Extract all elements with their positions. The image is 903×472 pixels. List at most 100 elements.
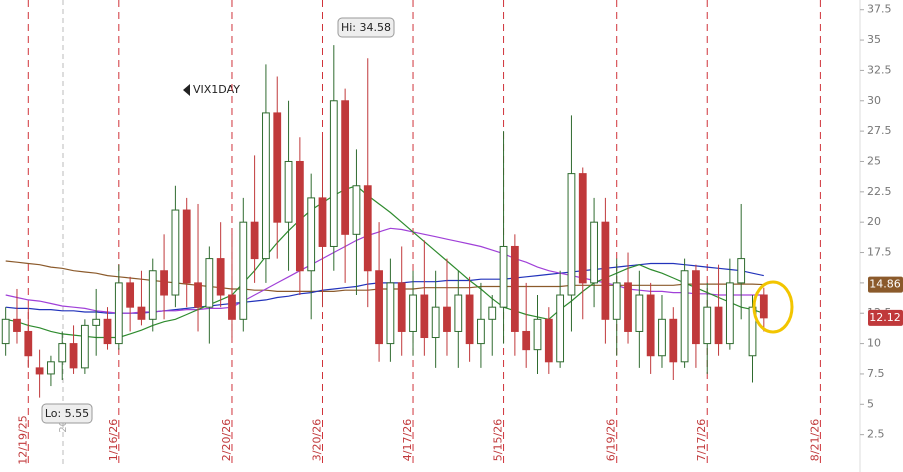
price-tag (868, 309, 903, 326)
candle-body (35, 367, 44, 375)
moving-average-line (5, 185, 764, 339)
candle-body (488, 306, 497, 320)
candle-body (601, 221, 610, 320)
candle-body (58, 343, 67, 363)
x-tick-label: 3/20/26 (311, 419, 324, 461)
y-tick-label: 20 (867, 215, 881, 228)
y-tick-label: 37.5 (867, 3, 892, 16)
price-tag (868, 276, 903, 293)
candle-body (386, 282, 395, 345)
symbol-label: VIX1DAY (193, 83, 240, 96)
candle-body (228, 294, 236, 320)
candle-body (24, 330, 33, 357)
highlight-circle (752, 280, 794, 334)
x-tick-label: 2/20/26 (220, 419, 233, 461)
x-tick-label: 5/15/26 (492, 419, 505, 461)
candle-body (624, 282, 632, 332)
candle-body (182, 209, 191, 284)
candle-body (341, 100, 350, 235)
candle-body (13, 318, 21, 332)
candle-body (510, 245, 519, 332)
candle-body (703, 306, 712, 345)
candle-body (80, 324, 89, 369)
candle-body (194, 282, 202, 308)
candle-body (420, 294, 429, 339)
price-tag-label: 12.12 (869, 311, 901, 324)
candle-body (363, 185, 372, 272)
candle-body (92, 318, 101, 326)
x-tick-label: 6/19/26 (605, 419, 618, 461)
candle-body (714, 306, 723, 345)
x-tick-label: 8/21/26 (808, 419, 821, 461)
y-tick-label: 22.5 (867, 185, 892, 198)
y-tick-label: 35 (867, 33, 881, 46)
price-tag-label: 14.86 (869, 278, 901, 291)
candle-body (477, 318, 485, 345)
candle-body (307, 197, 316, 272)
candle-body (680, 270, 689, 363)
candle-body (352, 185, 361, 235)
candle-body (250, 221, 259, 260)
candle-body (69, 343, 78, 369)
y-tick-label: 27.5 (867, 124, 892, 137)
low-callout (41, 403, 93, 424)
candle-body (759, 294, 768, 319)
candle-body (216, 258, 225, 296)
candle-body (103, 318, 112, 345)
candle-body (533, 318, 542, 351)
high-callout (337, 17, 395, 38)
candle-body (397, 282, 406, 332)
candle-body (318, 197, 327, 247)
x-tick-label: 12/19/25 (16, 415, 29, 464)
y-tick-label: 30 (867, 94, 881, 107)
x-tick-label: 7/17/26 (695, 419, 708, 461)
candle-body (522, 330, 531, 351)
candle-body (443, 306, 451, 332)
candle-body (1, 318, 10, 345)
candle-body (725, 282, 734, 345)
candle-body (47, 361, 55, 375)
candle-body (590, 221, 598, 284)
y-tick-label: 10 (867, 337, 881, 350)
candle-body (171, 209, 180, 296)
candle-body (239, 221, 248, 320)
candle-body (556, 294, 565, 363)
y-tick-label: 2.5 (867, 428, 885, 441)
x-tick-label: 4/17/26 (401, 419, 414, 461)
candle-body (160, 270, 168, 296)
candle-body (284, 160, 293, 223)
candle-body (658, 318, 666, 357)
candle-body (114, 282, 123, 345)
candle-body (578, 173, 587, 284)
candle-body (669, 318, 678, 363)
symbol-marker (183, 84, 190, 96)
low-label: Lo: 5.55 (45, 407, 89, 420)
y-tick-label: 32.5 (867, 63, 892, 76)
y-tick-label: 5 (867, 397, 874, 410)
candle-body (454, 294, 463, 332)
candle-body (329, 100, 338, 247)
high-label: Hi: 34.58 (341, 21, 391, 34)
candle-body (692, 270, 700, 345)
y-tick-label: 7.5 (867, 367, 885, 380)
candle-body (567, 173, 576, 296)
candle-body (635, 294, 644, 332)
y-tick-label: 17.5 (867, 246, 892, 259)
x-tick-label: 1/16/26 (107, 419, 120, 461)
moving-average-line (5, 260, 764, 292)
candle-body (612, 282, 621, 320)
candle-body (646, 294, 655, 357)
y-tick-label: 25 (867, 154, 881, 167)
candle-body (748, 306, 757, 357)
candle-body (737, 258, 746, 284)
candle-body (375, 270, 383, 345)
candle-body (273, 112, 282, 223)
candle-body (205, 258, 214, 308)
candle-body (431, 306, 440, 339)
candle-body (409, 294, 417, 332)
candle-body (499, 245, 508, 308)
candle-body (262, 112, 270, 260)
